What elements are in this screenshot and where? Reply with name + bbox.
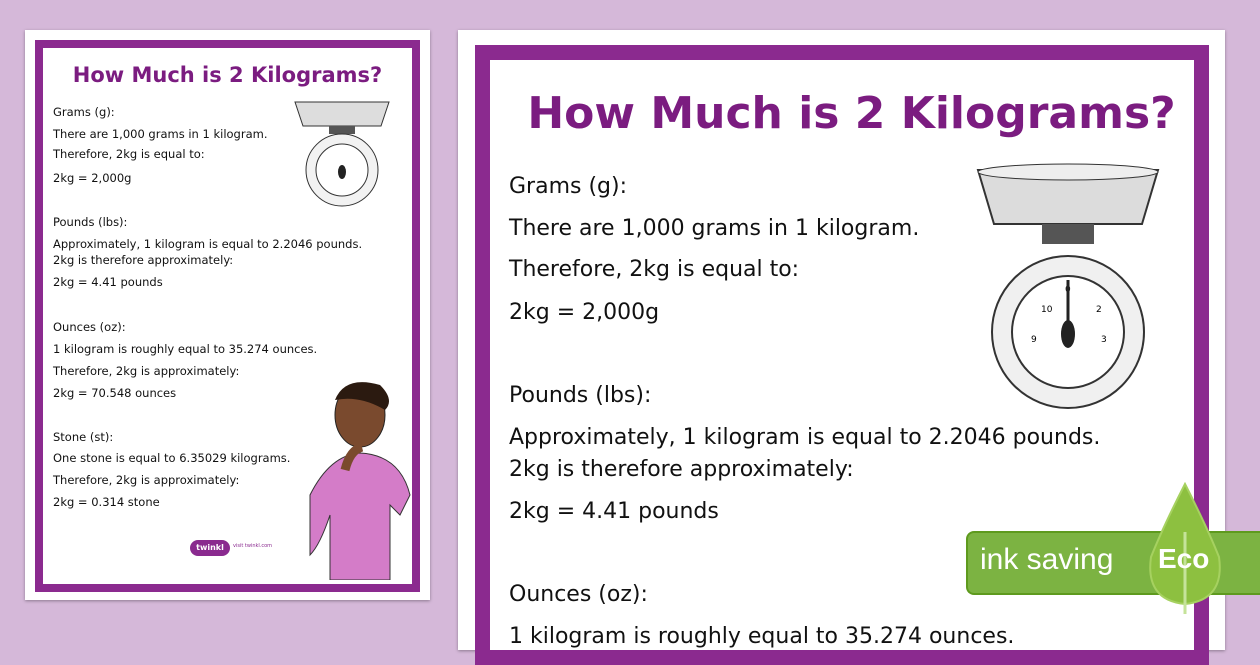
svg-text:9: 9	[1031, 335, 1037, 345]
svg-text:10: 10	[1041, 305, 1053, 315]
text: There are 1,000 grams in 1 kilogram.	[53, 127, 268, 141]
leaf-icon	[1149, 482, 1221, 614]
thinking-boy-illustration	[309, 382, 411, 580]
twinkl-url: visit twinkl.com	[233, 543, 273, 549]
heading-stone: Stone (st):	[53, 430, 114, 444]
svg-text:3: 3	[1101, 335, 1107, 345]
text: Approximately, 1 kilogram is equal to 2.…	[53, 237, 363, 251]
text: 2kg = 2,000g	[53, 171, 132, 185]
heading-grams: Grams (g):	[509, 174, 628, 199]
svg-text:0: 0	[1065, 285, 1071, 295]
twinkl-logo: twinkl	[190, 540, 230, 556]
eco-label: ink saving	[980, 543, 1114, 576]
heading-pounds: Pounds (lbs):	[53, 215, 128, 229]
text: 2kg = 70.548 ounces	[53, 386, 177, 400]
text: One stone is equal to 6.35029 kilograms.	[53, 451, 291, 465]
text: 2kg = 4.41 pounds	[509, 499, 719, 524]
text: Therefore, 2kg is equal to:	[53, 147, 205, 161]
text: 2kg is therefore approximately:	[509, 457, 854, 482]
eco-tag: Eco	[1158, 543, 1210, 574]
text: Therefore, 2kg is equal to:	[509, 257, 800, 282]
scale-illustration	[294, 101, 390, 207]
text: 2kg = 0.314 stone	[53, 495, 160, 509]
poster-frame	[35, 40, 420, 592]
text: Therefore, 2kg is approximately:	[53, 473, 240, 487]
text: 2kg is therefore approximately:	[53, 253, 234, 267]
poster-title: How Much is 2 Kilograms?	[72, 63, 383, 87]
text: 2kg = 2,000g	[509, 300, 660, 325]
text: Approximately, 1 kilogram is equal to 2.…	[509, 425, 1101, 450]
svg-text:2: 2	[1096, 305, 1102, 315]
text: There are 1,000 grams in 1 kilogram.	[509, 216, 920, 241]
scale-illustration: 0 2 3 9 10	[976, 163, 1160, 409]
text: 1 kilogram is roughly equal to 35.274 ou…	[53, 342, 318, 356]
text: 2kg = 4.41 pounds	[53, 275, 163, 289]
poster-thumbnail[interactable]: How Much is 2 Kilograms? Grams (g): Ther…	[25, 30, 430, 600]
heading-pounds: Pounds (lbs):	[509, 383, 652, 408]
heading-grams: Grams (g):	[53, 105, 115, 119]
text: Therefore, 2kg is approximately:	[53, 364, 240, 378]
heading-ounces: Ounces (oz):	[509, 582, 648, 607]
poster-title: How Much is 2 Kilograms?	[527, 88, 1176, 139]
heading-ounces: Ounces (oz):	[53, 320, 126, 334]
text: 1 kilogram is roughly equal to 35.274 ou…	[509, 624, 1015, 649]
